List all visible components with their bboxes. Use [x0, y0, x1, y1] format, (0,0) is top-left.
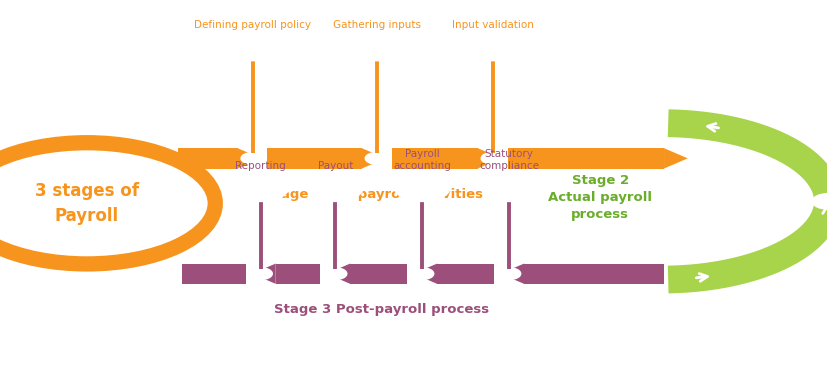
FancyBboxPatch shape: [182, 264, 246, 284]
FancyBboxPatch shape: [523, 264, 663, 284]
FancyBboxPatch shape: [267, 148, 361, 169]
Circle shape: [250, 269, 271, 279]
Text: Payroll
accounting: Payroll accounting: [393, 149, 451, 171]
Circle shape: [241, 153, 263, 163]
Polygon shape: [251, 264, 275, 284]
Text: Stage 2
Actual payroll
process: Stage 2 Actual payroll process: [547, 174, 652, 221]
Text: Statutory
compliance: Statutory compliance: [479, 149, 538, 171]
Polygon shape: [361, 148, 385, 169]
Circle shape: [812, 194, 827, 208]
Circle shape: [498, 269, 519, 279]
Circle shape: [481, 153, 503, 163]
Circle shape: [466, 34, 519, 59]
Circle shape: [324, 269, 346, 279]
Circle shape: [350, 34, 403, 59]
Polygon shape: [477, 148, 501, 169]
FancyBboxPatch shape: [507, 148, 663, 169]
Circle shape: [395, 175, 448, 200]
Circle shape: [226, 34, 279, 59]
Circle shape: [366, 153, 387, 163]
FancyBboxPatch shape: [437, 264, 494, 284]
Polygon shape: [413, 264, 437, 284]
Circle shape: [234, 175, 287, 200]
Polygon shape: [663, 148, 687, 169]
Text: 3 stages of
Payroll: 3 stages of Payroll: [35, 182, 139, 225]
FancyBboxPatch shape: [275, 264, 320, 284]
Circle shape: [411, 269, 433, 279]
FancyBboxPatch shape: [178, 148, 237, 169]
Text: Gathering inputs: Gathering inputs: [332, 20, 420, 30]
Polygon shape: [237, 148, 261, 169]
Text: Stage 1 Pre-payroll activities: Stage 1 Pre-payroll activities: [265, 188, 482, 201]
FancyBboxPatch shape: [391, 148, 477, 169]
Circle shape: [308, 175, 361, 200]
Text: Defining payroll policy: Defining payroll policy: [194, 20, 311, 30]
Text: Payout: Payout: [318, 161, 352, 171]
Polygon shape: [500, 264, 523, 284]
Polygon shape: [326, 264, 350, 284]
Text: Reporting: Reporting: [235, 161, 286, 171]
FancyBboxPatch shape: [350, 264, 407, 284]
Text: Stage 3 Post-payroll process: Stage 3 Post-payroll process: [274, 303, 489, 316]
Text: Input validation: Input validation: [452, 20, 533, 30]
Circle shape: [482, 175, 535, 200]
